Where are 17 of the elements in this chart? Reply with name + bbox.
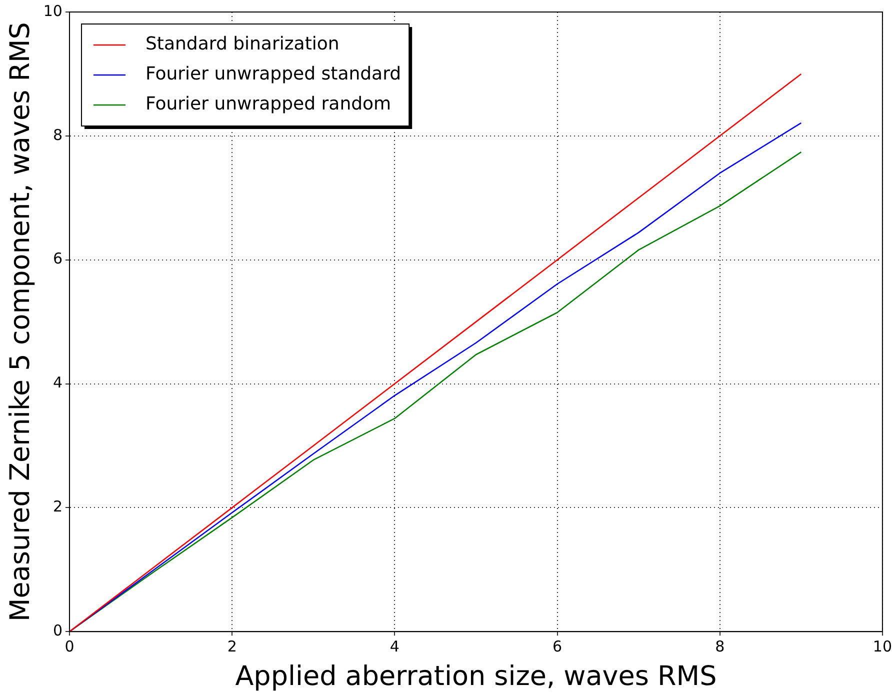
y-tick-label: 0: [52, 621, 62, 640]
y-tick-label: 6: [52, 250, 62, 268]
legend-label: Fourier unwrapped random: [145, 94, 392, 115]
y-tick-label: 2: [52, 498, 62, 516]
y-tick-label: 4: [52, 374, 62, 392]
legend-label: Fourier unwrapped standard: [145, 64, 402, 85]
y-tick-label: 8: [52, 126, 62, 144]
x-axis-title: Applied aberration size, waves RMS: [235, 660, 717, 692]
y-axis-title: Measured Zernike 5 component, waves RMS: [5, 22, 36, 622]
legend-label: Standard binarization: [145, 34, 340, 55]
x-tick-label: 8: [715, 637, 725, 656]
x-tick-label: 10: [872, 637, 892, 656]
x-tick-label: 0: [64, 637, 74, 656]
x-tick-label: 2: [227, 637, 237, 656]
x-tick-label: 6: [552, 637, 562, 656]
y-tick-label: 10: [43, 2, 62, 20]
x-tick-label: 4: [390, 637, 400, 656]
